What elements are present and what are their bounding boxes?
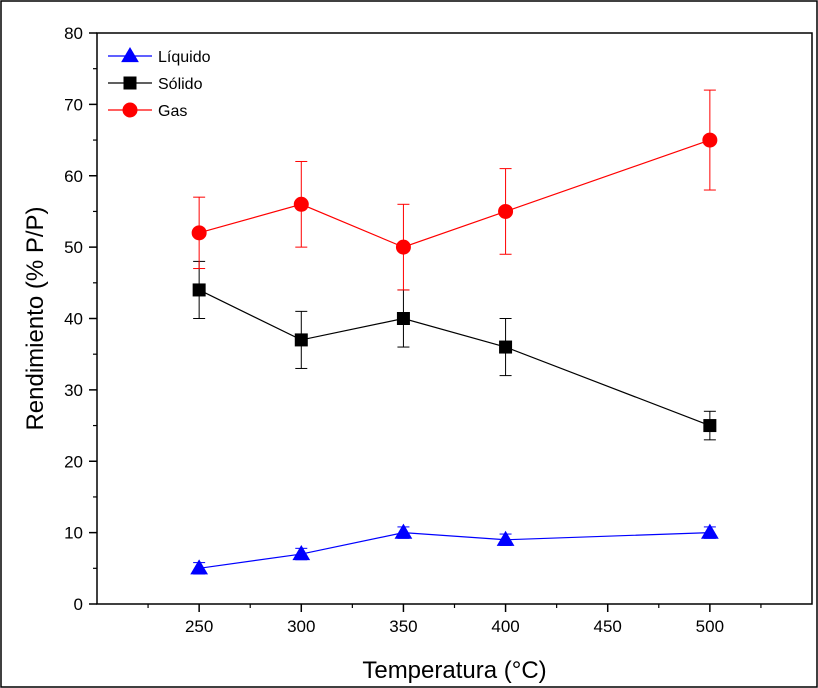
data-point: [192, 283, 206, 297]
data-point: [294, 333, 308, 347]
legend: Líquido Sólido Gas: [108, 47, 211, 120]
y-tick-label: 50: [64, 238, 83, 257]
data-point: [190, 559, 209, 575]
data-point: [700, 523, 719, 539]
x-tick-label: 400: [491, 617, 519, 636]
x-tick-label: 350: [389, 617, 417, 636]
y-tick-label: 80: [64, 24, 83, 43]
x-tick-label: 300: [287, 617, 315, 636]
data-point: [496, 530, 515, 546]
legend-marker: [122, 102, 138, 118]
data-point: [394, 523, 413, 539]
x-tick-label: 450: [594, 617, 622, 636]
data-point: [499, 340, 513, 354]
y-tick-label: 60: [64, 167, 83, 186]
x-tick-label: 500: [696, 617, 724, 636]
data-point: [293, 196, 309, 212]
y-tick-label: 30: [64, 381, 83, 400]
axes-ticks: 0 10 20 30 40 50 60 70 80 250 300 350 400 450 500: [64, 24, 762, 636]
data-point: [498, 203, 514, 219]
x-axis-title: Temperatura (°C): [362, 657, 546, 684]
data-point: [396, 312, 410, 325]
legend-marker: [121, 47, 139, 63]
y-tick-label: 0: [74, 595, 83, 614]
y-tick-label: 70: [64, 95, 83, 114]
data-point: [702, 132, 718, 148]
legend-label: Líquido: [158, 49, 211, 66]
y-tick-label: 40: [64, 310, 83, 329]
legend-label: Sólido: [158, 76, 203, 93]
legend-marker: [123, 76, 137, 90]
data-point: [395, 239, 411, 255]
data-point: [191, 225, 207, 241]
y-axis-title: Rendimiento (% P/P): [22, 206, 49, 430]
legend-label: Gas: [158, 103, 187, 120]
y-tick-label: 20: [64, 452, 83, 471]
data-point: [703, 419, 717, 433]
data-point: [292, 545, 311, 561]
y-tick-label: 10: [64, 524, 83, 543]
markers: [190, 132, 719, 575]
x-tick-label: 250: [185, 617, 213, 636]
